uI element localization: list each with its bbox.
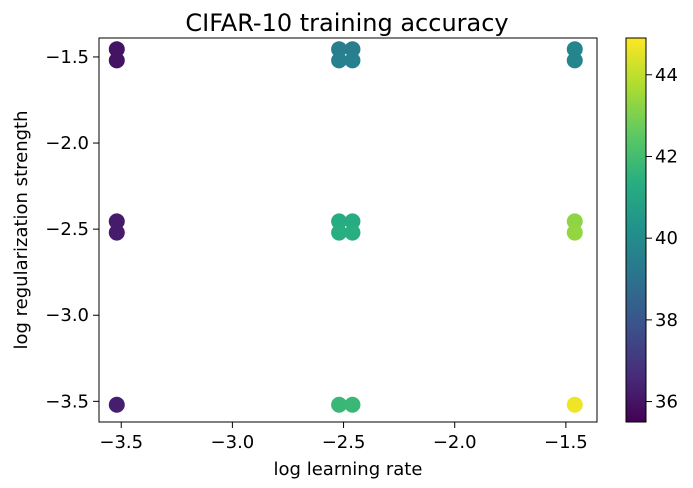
colorbar-tick-label: 38 (655, 310, 678, 331)
y-tick-label: −3.0 (45, 305, 89, 326)
points-layer (108, 41, 583, 413)
colorbar (625, 37, 647, 423)
scatter-point (108, 41, 125, 58)
scatter-point (566, 224, 583, 241)
x-tick-label: −1.5 (544, 432, 588, 453)
scatter-point (566, 41, 583, 58)
colorbar-tick-label: 36 (655, 392, 678, 413)
y-tick-label: −2.5 (45, 219, 89, 240)
colorbar-tick-label: 42 (655, 146, 678, 167)
scatter-point (108, 213, 125, 230)
scatter-point (108, 396, 125, 413)
y-tick-label: −1.5 (45, 47, 89, 68)
colorbar-ticks: 36 38 40 42 44 (646, 65, 678, 413)
scatter-point (566, 213, 583, 230)
x-tick-label: −2.0 (433, 432, 477, 453)
scatter-point (344, 213, 361, 230)
x-axis: −3.5 −3.0 −2.5 −2.0 −1.5 (99, 422, 588, 453)
colorbar-tick-label: 40 (655, 228, 678, 249)
scatter-point (566, 52, 583, 69)
scatter-point (344, 41, 361, 58)
x-axis-label: log learning rate (274, 459, 423, 480)
scatter-point (108, 224, 125, 241)
x-tick-label: −3.5 (99, 432, 143, 453)
y-tick-label: −2.0 (45, 133, 89, 154)
scatter-point (344, 396, 361, 413)
scatter-point (566, 396, 583, 413)
scatter-point (331, 52, 348, 69)
x-tick-label: −3.0 (211, 432, 255, 453)
y-axis-label: log regularization strength (11, 110, 32, 349)
scatter-point (344, 224, 361, 241)
scatter-point (331, 213, 348, 230)
scatter-point (331, 396, 348, 413)
y-tick-label: −3.5 (45, 391, 89, 412)
chart-title: CIFAR-10 training accuracy (185, 9, 508, 37)
x-tick-label: −2.5 (322, 432, 366, 453)
scatter-point (331, 224, 348, 241)
y-axis: −1.5 −2.0 −2.5 −3.0 −3.5 (45, 47, 99, 412)
plot-area-frame (98, 37, 598, 423)
scatter-point (344, 52, 361, 69)
scatter-point (108, 52, 125, 69)
scatter-point (331, 41, 348, 58)
colorbar-tick-label: 44 (655, 65, 678, 86)
